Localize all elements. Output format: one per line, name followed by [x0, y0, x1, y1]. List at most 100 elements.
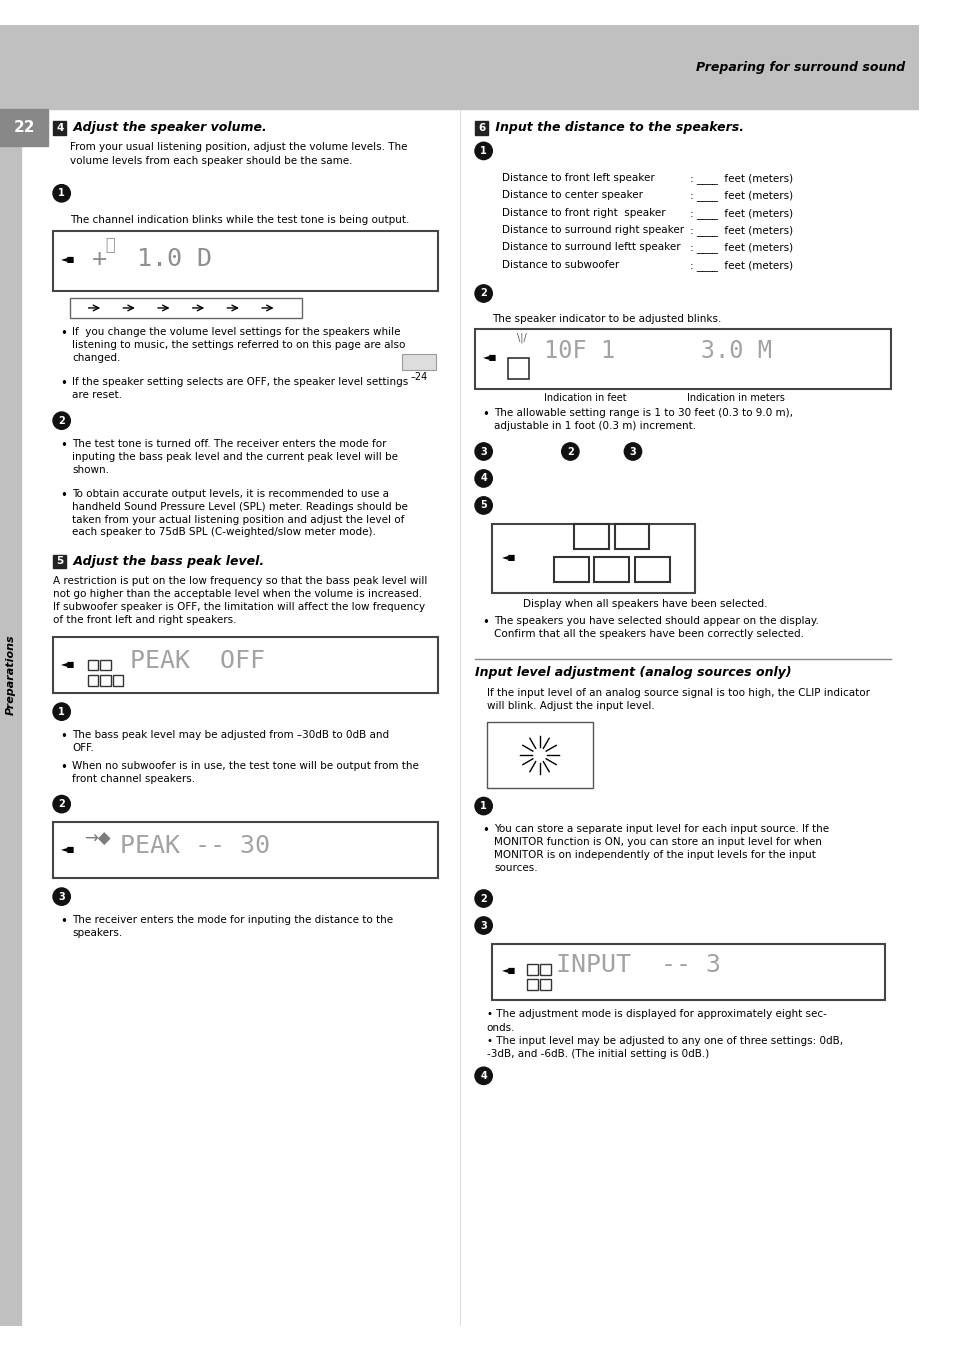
Circle shape [53, 796, 71, 813]
Circle shape [561, 443, 578, 461]
Text: If the speaker setting selects are OFF, the speaker level settings
are reset.: If the speaker setting selects are OFF, … [72, 377, 408, 400]
Circle shape [475, 142, 492, 159]
Circle shape [475, 890, 492, 908]
Text: Distance to surround leftt speaker: Distance to surround leftt speaker [501, 242, 679, 253]
Circle shape [475, 470, 492, 488]
Text: →◆: →◆ [84, 830, 111, 848]
Bar [475, 330, 890, 389]
Text: : ____  feet (meters): : ____ feet (meters) [689, 242, 792, 254]
Text: 4: 4 [56, 123, 63, 132]
Text: If  you change the volume level settings for the speakers while
listening to mus: If you change the volume level settings … [72, 327, 405, 363]
Text: : ____  feet (meters): : ____ feet (meters) [689, 226, 792, 236]
Circle shape [53, 185, 71, 201]
Text: •: • [61, 489, 68, 503]
Text: You can store a separate input level for each input source. If the
MONITOR funct: You can store a separate input level for… [494, 824, 828, 873]
Text: Indication in meters: Indication in meters [686, 393, 784, 403]
Text: Distance to center speaker: Distance to center speaker [501, 190, 642, 200]
Text: •: • [61, 327, 68, 340]
Bar [0, 24, 918, 109]
Bar [540, 979, 551, 990]
Text: 1: 1 [479, 146, 487, 155]
Bar [71, 299, 301, 317]
Text: 1: 1 [479, 801, 487, 811]
Bar [594, 557, 628, 581]
Bar [112, 676, 123, 685]
Text: : ____  feet (meters): : ____ feet (meters) [689, 259, 792, 270]
Text: The speaker indicator to be adjusted blinks.: The speaker indicator to be adjusted bli… [492, 313, 720, 324]
Text: To obtain accurate output levels, it is recommended to use a
handheld Sound Pres: To obtain accurate output levels, it is … [72, 489, 408, 538]
Text: ◄■: ◄■ [61, 844, 75, 854]
Text: Preparations: Preparations [6, 635, 15, 715]
Text: 4: 4 [479, 1071, 487, 1081]
Circle shape [475, 917, 492, 934]
Bar [507, 358, 528, 380]
Bar [475, 122, 488, 135]
Text: Adjust the speaker volume.: Adjust the speaker volume. [70, 122, 267, 134]
Text: : ____  feet (meters): : ____ feet (meters) [689, 208, 792, 219]
Text: • The adjustment mode is displayed for approximately eight sec-
onds.
• The inpu: • The adjustment mode is displayed for a… [486, 1009, 841, 1059]
Text: 10F 1      3.0 M: 10F 1 3.0 M [544, 339, 772, 363]
Bar [88, 659, 98, 670]
Circle shape [53, 703, 71, 720]
Text: 6: 6 [477, 123, 485, 132]
Text: The speakers you have selected should appear on the display.
Confirm that all th: The speakers you have selected should ap… [494, 616, 819, 639]
Text: –24: –24 [410, 373, 427, 382]
Text: Distance to front left speaker: Distance to front left speaker [501, 173, 654, 184]
Text: ◄■: ◄■ [501, 553, 516, 562]
Text: ◄■: ◄■ [61, 255, 75, 263]
Text: Distance to front right  speaker: Distance to front right speaker [501, 208, 665, 218]
Circle shape [475, 797, 492, 815]
Text: •: • [482, 616, 489, 630]
Text: : ____  feet (meters): : ____ feet (meters) [689, 190, 792, 201]
Text: The allowable setting range is 1 to 30 feet (0.3 to 9.0 m),
adjustable in 1 foot: The allowable setting range is 1 to 30 f… [494, 408, 792, 431]
Text: 2: 2 [479, 893, 487, 904]
Text: If the input level of an analog source signal is too high, the CLIP indicator
wi: If the input level of an analog source s… [486, 688, 868, 711]
Text: ◄■: ◄■ [61, 659, 75, 669]
Circle shape [475, 497, 492, 515]
Text: 卐: 卐 [90, 235, 115, 254]
Text: 3: 3 [629, 446, 636, 457]
Bar [540, 965, 551, 974]
Bar [574, 524, 608, 549]
Bar [100, 676, 111, 685]
Text: 1: 1 [58, 188, 65, 199]
Bar [492, 944, 884, 1000]
Text: The bass peak level may be adjusted from –30dB to 0dB and
OFF.: The bass peak level may be adjusted from… [72, 730, 389, 753]
Text: PEAK  OFF: PEAK OFF [130, 648, 265, 673]
Bar [401, 354, 436, 370]
Text: PEAK -- 30: PEAK -- 30 [120, 834, 270, 858]
Text: •: • [61, 377, 68, 390]
Text: 4: 4 [479, 473, 487, 484]
Text: Adjust the bass peak level.: Adjust the bass peak level. [70, 555, 264, 567]
Bar [526, 965, 537, 974]
Text: From your usual listening position, adjust the volume levels. The
volume levels : From your usual listening position, adju… [71, 142, 407, 166]
Text: Input the distance to the speakers.: Input the distance to the speakers. [491, 122, 743, 134]
Text: INPUT  -- 3: INPUT -- 3 [556, 954, 720, 978]
Bar [526, 979, 537, 990]
Bar [635, 557, 669, 581]
Text: •: • [482, 408, 489, 422]
Text: 2: 2 [566, 446, 573, 457]
Text: Indication in feet: Indication in feet [544, 393, 626, 403]
Text: •: • [61, 730, 68, 743]
Bar [53, 122, 67, 135]
Text: 3: 3 [479, 446, 487, 457]
Circle shape [475, 1067, 492, 1085]
Text: 1: 1 [58, 707, 65, 716]
Text: The channel indication blinks while the test tone is being output.: The channel indication blinks while the … [71, 215, 409, 226]
Text: •: • [482, 824, 489, 838]
Circle shape [53, 888, 71, 905]
Bar [0, 109, 48, 146]
Text: 22: 22 [13, 120, 35, 135]
Bar [614, 524, 649, 549]
Bar [53, 555, 67, 567]
Text: The test tone is turned off. The receiver enters the mode for
inputing the bass : The test tone is turned off. The receive… [72, 439, 397, 474]
Text: A restriction is put on the low frequency so that the bass peak level will
not g: A restriction is put on the low frequenc… [53, 576, 427, 626]
Text: •: • [61, 915, 68, 928]
Text: +  1.0 D: + 1.0 D [91, 247, 212, 272]
Text: •: • [61, 761, 68, 774]
Text: Input level adjustment (analog sources only): Input level adjustment (analog sources o… [475, 666, 791, 680]
Text: When no subwoofer is in use, the test tone will be output from the
front channel: When no subwoofer is in use, the test to… [72, 761, 418, 784]
Text: 2: 2 [58, 800, 65, 809]
Text: •: • [61, 439, 68, 453]
